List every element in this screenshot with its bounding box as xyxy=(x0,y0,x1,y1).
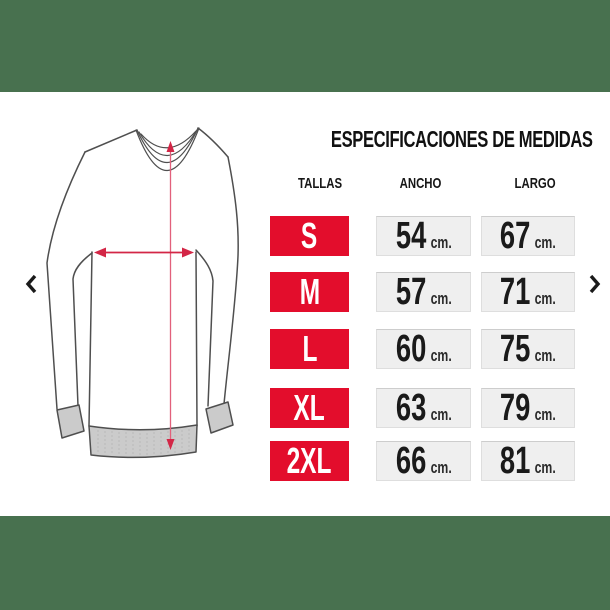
chevron-left-icon xyxy=(24,273,38,295)
carousel-next-button[interactable] xyxy=(584,268,606,300)
largo-cell-xl: 79 cm. xyxy=(481,388,575,428)
column-header-largo: LARGO xyxy=(514,175,556,192)
size-badge-2xl: 2XL xyxy=(270,441,349,481)
column-header-ancho: ANCHO xyxy=(399,175,441,192)
carousel-prev-button[interactable] xyxy=(20,268,42,300)
column-header-tallas: TALLAS xyxy=(297,175,343,192)
largo-cell-m: 71 cm. xyxy=(481,272,575,312)
size-chart-title: ESPECIFICACIONES DE MEDIDAS xyxy=(330,126,593,152)
ancho-cell-m: 57 cm. xyxy=(376,272,471,312)
size-badge-s: S xyxy=(270,216,349,256)
ancho-cell-2xl: 66 cm. xyxy=(376,441,471,481)
largo-cell-l: 75 cm. xyxy=(481,329,575,369)
chevron-right-icon xyxy=(588,273,602,295)
size-badge-m: M xyxy=(270,272,349,312)
size-badge-l: L xyxy=(270,329,349,369)
size-badge-xl: XL xyxy=(270,388,349,428)
ancho-cell-l: 60 cm. xyxy=(376,329,471,369)
largo-cell-2xl: 81 cm. xyxy=(481,441,575,481)
largo-cell-s: 67 cm. xyxy=(481,216,575,256)
ancho-cell-s: 54 cm. xyxy=(376,216,471,256)
ancho-cell-xl: 63 cm. xyxy=(376,388,471,428)
